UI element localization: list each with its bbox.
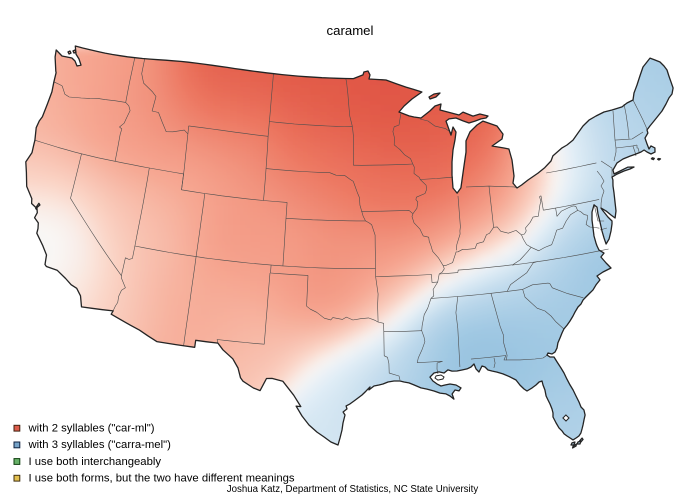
svg-text:caramel: caramel	[327, 23, 374, 38]
svg-text:with 3 syllables ("carra-mel"): with 3 syllables ("carra-mel")	[28, 439, 172, 451]
svg-text:I use both forms, but the two: I use both forms, but the two have diffe…	[29, 473, 295, 485]
svg-text:with 2 syllables ("car-ml"): with 2 syllables ("car-ml")	[28, 423, 155, 435]
svg-text:Joshua Katz, Department of Sta: Joshua Katz, Department of Statistics, N…	[227, 484, 479, 495]
svg-text:I use both interchangeably: I use both interchangeably	[29, 456, 162, 468]
